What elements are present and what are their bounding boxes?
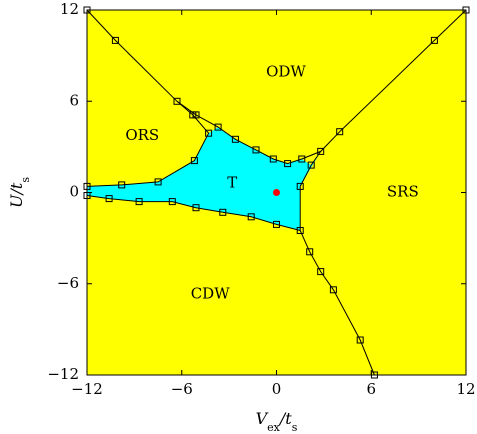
- boundary-marker: [317, 268, 325, 276]
- boundary-marker: [118, 181, 126, 189]
- boundary-line-3: [299, 151, 375, 376]
- y-axis-label: U/ts: [7, 177, 32, 208]
- boundary-marker: [173, 97, 181, 105]
- boundary-marker: [189, 111, 197, 119]
- boundary-marker: [296, 227, 304, 234]
- boundary-marker: [219, 208, 227, 216]
- cyan-region-layer: [87, 127, 321, 231]
- boundary-marker: [430, 36, 438, 44]
- boundary-marker: [190, 157, 198, 165]
- y-tick-label: 12: [60, 0, 79, 18]
- boundary-marker: [252, 146, 260, 154]
- highlight-layer: [273, 189, 280, 196]
- phase-region-t: [87, 127, 321, 231]
- boundary-marker: [284, 160, 292, 168]
- boundary-marker: [296, 182, 304, 190]
- boundary-marker: [231, 135, 239, 143]
- ticks-layer: −12 −6 0 6 12 −12 −6 0 6 12: [47, 0, 475, 398]
- boundary-marker: [306, 248, 314, 256]
- y-tick-label: −12: [47, 365, 79, 383]
- boundary-marker: [214, 123, 222, 131]
- region-label-t: T: [227, 173, 237, 191]
- boundary-marker: [247, 213, 255, 221]
- boundary-marker: [356, 336, 364, 344]
- x-tick-label: −12: [71, 380, 103, 398]
- x-tick-label: 12: [456, 380, 475, 398]
- region-label-cdw: CDW: [191, 284, 231, 302]
- boundary-marker: [336, 128, 344, 136]
- y-tick-label: 6: [69, 91, 79, 109]
- boundary-marker: [329, 286, 337, 294]
- x-tick-label: 6: [366, 380, 376, 398]
- boundary-marker: [273, 220, 280, 228]
- markers-layer: [83, 6, 470, 379]
- region-label-odw: ODW: [266, 62, 306, 80]
- x-tick-label: −6: [171, 380, 193, 398]
- boundary-marker: [192, 204, 200, 212]
- boundary-line-4: [86, 195, 301, 231]
- boundary-marker: [168, 198, 176, 206]
- x-axis-label: Vex/ts: [256, 409, 298, 434]
- highlight-point: [273, 189, 280, 196]
- boundary-marker: [307, 161, 315, 169]
- region-label-ors: ORS: [125, 126, 159, 144]
- x-tick-label: 0: [272, 380, 282, 398]
- axis-labels-layer: Vex/ts U/ts: [7, 177, 298, 434]
- y-tick-label: 0: [69, 183, 79, 201]
- boundary-marker: [135, 198, 143, 206]
- region-labels-layer: ODW ORS T SRS CDW: [125, 62, 418, 302]
- boundary-marker: [269, 155, 277, 163]
- boundary-marker: [111, 36, 119, 44]
- boundary-marker: [317, 147, 325, 155]
- boundary-marker: [105, 195, 113, 203]
- region-label-srs: SRS: [387, 183, 419, 201]
- boundary-marker: [205, 129, 213, 137]
- boundary-marker: [154, 178, 162, 186]
- y-tick-label: −6: [57, 274, 79, 292]
- boundary-marker: [298, 155, 306, 163]
